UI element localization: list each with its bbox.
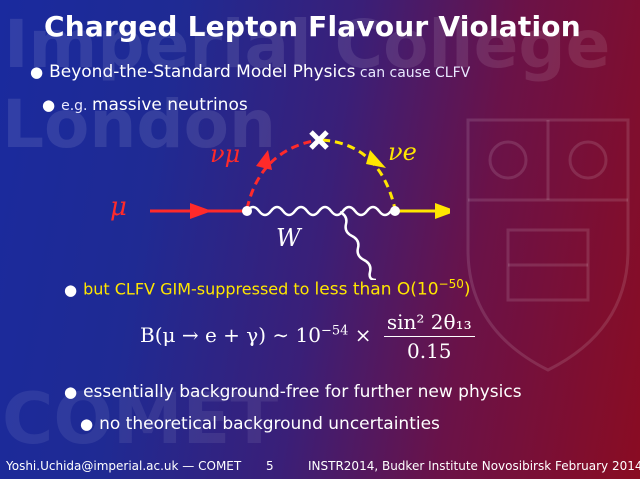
formula-lhs: B(μ → e + γ) ∼ 10: [140, 323, 321, 347]
bullet-bsm: ● Beyond-the-Standard Model Physics can c…: [30, 62, 470, 82]
bullet-gim-pre: but CLFV GIM-suppressed to: [83, 279, 315, 299]
bullet-gim-yellow: less than O(10: [314, 279, 439, 300]
bullet-dot: ●: [64, 383, 78, 401]
footer-left: Yoshi.Uchida@imperial.ac.uk — COMET: [6, 459, 242, 473]
nu-mu-arc: [245, 138, 319, 210]
photon-line: [339, 210, 377, 280]
feynman-diagram: μ νμ νe e W: [110, 130, 450, 280]
branching-ratio-formula: B(μ → e + γ) ∼ 10−54 × sin² 2θ₁₃ 0.15: [140, 310, 475, 363]
bullet-dot: ●: [30, 63, 44, 81]
mixing-cross-icon: [309, 130, 329, 150]
bullet-gim-exp: −50: [438, 277, 464, 291]
vertex-right: [390, 206, 400, 216]
nu-e-arc: [321, 138, 397, 210]
footer: Yoshi.Uchida@imperial.ac.uk — COMET 5 IN…: [0, 452, 640, 479]
vertex-left: [242, 206, 252, 216]
bullet-dot: ●: [64, 280, 78, 299]
nu-mu-arrow: [256, 150, 272, 170]
w-boson-line: [246, 205, 392, 217]
muon-arrow: [190, 203, 212, 219]
bullet-gim-close: ): [463, 279, 471, 300]
electron-arrow: [435, 203, 450, 219]
bullet-no-uncertainties-text: no theoretical background uncertainties: [99, 414, 440, 434]
bullet-neutrinos-rest: massive neutrinos: [91, 95, 248, 115]
formula-exp: −54: [320, 323, 349, 339]
bullet-no-uncertainties: ● no theoretical background uncertainties: [80, 414, 440, 434]
bullet-neutrinos: ● e.g. massive neutrinos: [42, 95, 248, 115]
nu-e-arrow: [366, 150, 386, 168]
label-w: W: [276, 224, 303, 252]
bullet-gim: ● but CLFV GIM-suppressed to less than O(…: [64, 277, 470, 300]
bullet-background-free: ● essentially background-free for further…: [64, 382, 522, 402]
formula-denominator: 0.15: [406, 339, 452, 363]
college-crest-icon: [466, 118, 630, 372]
bullet-background-free-text: essentially background-free for further …: [83, 382, 522, 402]
footer-right: INSTR2014, Budker Institute Novosibirsk …: [308, 459, 640, 473]
label-mu: μ: [110, 192, 127, 222]
bullet-bsm-bold: Beyond-the-Standard Model Physics: [49, 62, 356, 82]
bullet-neutrinos-prefix: e.g.: [61, 98, 92, 114]
label-nu-mu: νμ: [210, 140, 240, 168]
bullet-dot: ●: [80, 415, 94, 433]
label-nu-e: νe: [388, 138, 417, 166]
bullet-dot: ●: [42, 96, 56, 114]
slide-title: Charged Lepton Flavour Violation: [44, 10, 581, 43]
footer-page-number: 5: [266, 459, 274, 473]
formula-fraction: sin² 2θ₁₃ 0.15: [383, 310, 475, 363]
formula-times: ×: [348, 323, 378, 347]
formula-numerator: sin² 2θ₁₃: [383, 310, 475, 337]
bullet-bsm-rest: can cause CLFV: [355, 65, 471, 81]
